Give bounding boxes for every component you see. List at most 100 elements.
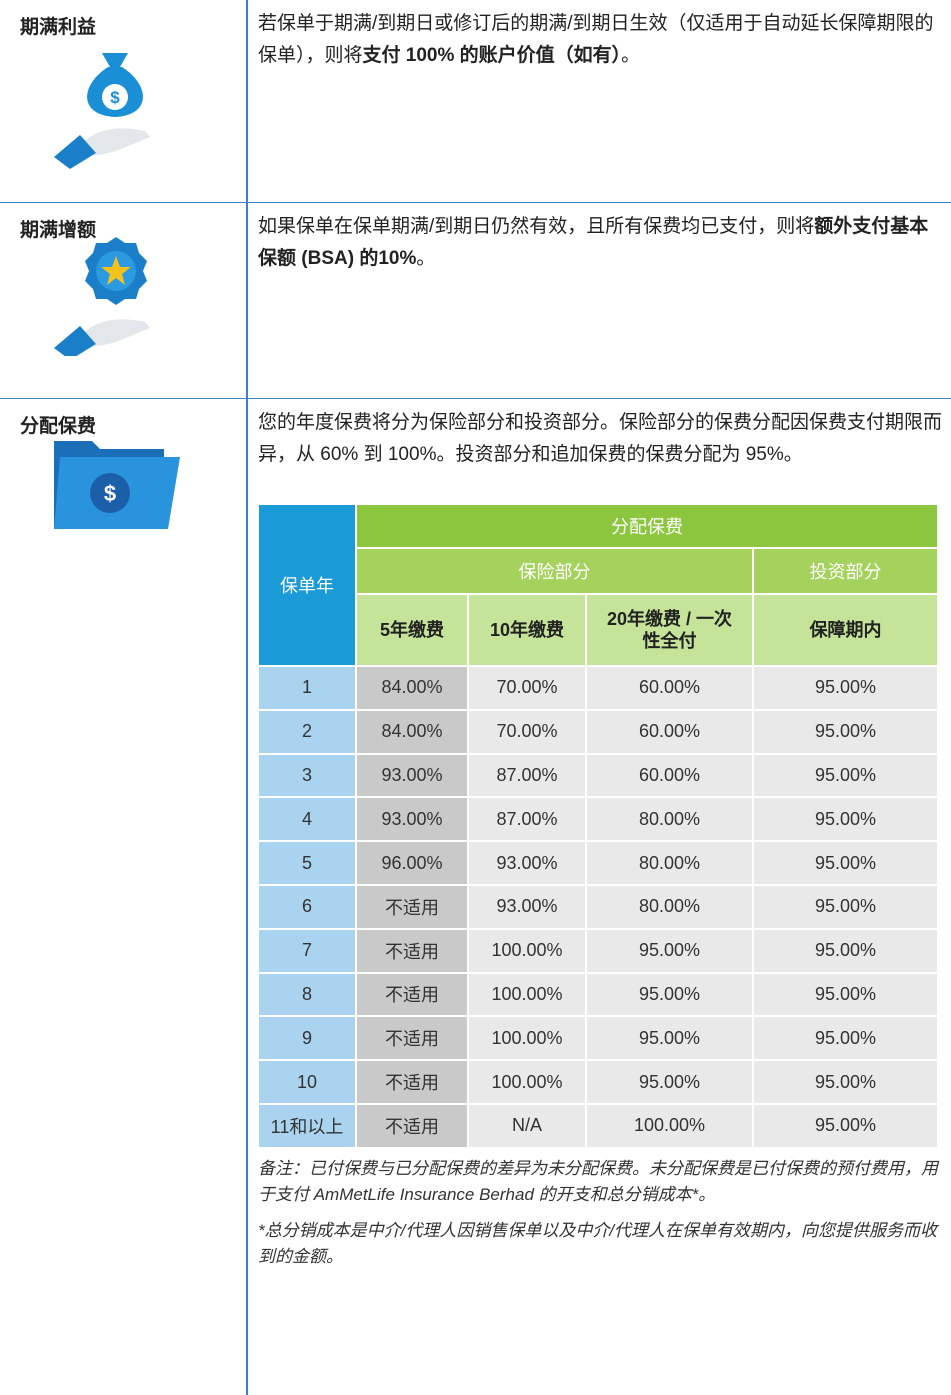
row: 期满利益 $ 若保单于期满/到期日或修订后的期满/到期日生效（仅适用于自动延长保… (0, 0, 951, 202)
header-cell: 5年缴费 (355, 593, 469, 667)
table-cell: 93.00% (467, 883, 587, 930)
table-cell: 100.00% (585, 1102, 754, 1149)
table-cell: 95.00% (752, 883, 939, 930)
header-cell: 20年缴费 / 一次性全付 (585, 593, 754, 667)
table-row: 6 不适用 93.00% 80.00% 95.00% (257, 883, 939, 930)
table-cell: 6 (257, 883, 357, 930)
table-cell: 93.00% (355, 752, 469, 799)
text-run: 如果保单在保单期满/到期日仍然有效，且所有保费均已支付，则将 (258, 216, 815, 237)
table-cell: 100.00% (467, 1059, 587, 1105)
table-cell: 不适用 (355, 883, 469, 930)
text-run: 。 (621, 45, 641, 66)
table-cell: 80.00% (585, 883, 754, 930)
table-cell: 95.00% (585, 927, 754, 974)
row-content: 如果保单在保单期满/到期日仍然有效，且所有保费均已支付，则将额外支付基本保额 (… (258, 211, 942, 275)
paragraph: 若保单于期满/到期日或修订后的期满/到期日生效（仅适用于自动延长保障期限的保单）… (258, 8, 942, 72)
table-cell: 60.00% (585, 708, 754, 755)
svg-text:$: $ (110, 88, 120, 107)
table-row: 9 不适用 100.00% 95.00% 95.00% (257, 1015, 939, 1062)
table-cell: 8 (257, 971, 357, 1018)
table-cell: 10 (257, 1059, 357, 1105)
table-cell: 95.00% (752, 796, 939, 843)
table-cell: 3 (257, 752, 357, 799)
table-cell: 95.00% (752, 1059, 939, 1105)
header-cell: 保障期内 (752, 593, 939, 667)
note: 备注：已付保费与已分配保费的差异为未分配保费。未分配保费是已付保费的预付费用，用… (258, 1159, 938, 1204)
table-cell: 不适用 (355, 1015, 469, 1062)
table-row: 3 93.00% 87.00% 60.00% 95.00% (257, 752, 939, 799)
table-cell: 4 (257, 796, 357, 843)
row-content: 您的年度保费将分为保险部分和投资部分。保险部分的保费分配因保费支付期限而异，从 … (258, 407, 942, 471)
table-cell: 93.00% (355, 796, 469, 843)
table-cell: 60.00% (585, 752, 754, 799)
svg-text:$: $ (104, 481, 116, 506)
premium-allocation-table: 保单年 分配保费 保险部分 投资部分 5年缴费 10年缴费 20年缴费 / 一次… (257, 503, 939, 1149)
table-cell: 80.00% (585, 796, 754, 843)
text-run: 若保单于期满/到期日或修订后的期满/到期日生效（仅适用于自动延长保障期限的保单）… (258, 13, 934, 66)
table-cell: 95.00% (752, 1102, 939, 1149)
paragraph: 您的年度保费将分为保险部分和投资部分。保险部分的保费分配因保费支付期限而异，从 … (258, 407, 942, 471)
table-cell: 70.00% (467, 665, 587, 711)
table-cell: 87.00% (467, 796, 587, 843)
text-run: 您的年度保费将分为保险部分和投资部分。保险部分的保费分配因保费支付期限而异，从 … (258, 412, 943, 465)
table-cell: 95.00% (585, 971, 754, 1018)
table-row: 7 不适用 100.00% 95.00% 95.00% (257, 927, 939, 974)
notes: 备注：已付保费与已分配保费的差异为未分配保费。未分配保费是已付保费的预付费用，用… (258, 1156, 942, 1280)
table-row: 8 不适用 100.00% 95.00% 95.00% (257, 971, 939, 1018)
header-cell: 投资部分 (752, 547, 939, 595)
table-cell: 95.00% (752, 971, 939, 1018)
table-cell: 100.00% (467, 927, 587, 974)
table-cell: 93.00% (467, 840, 587, 886)
table-cell: 95.00% (752, 665, 939, 711)
table-cell: 80.00% (585, 840, 754, 886)
table-cell: 84.00% (355, 665, 469, 711)
header-cell: 分配保费 (355, 503, 939, 549)
note: *总分销成本是中介/代理人因销售保单以及中介/代理人在保单有效期内，向您提供服务… (258, 1221, 938, 1266)
table-cell: 100.00% (467, 971, 587, 1018)
paragraph: 如果保单在保单期满/到期日仍然有效，且所有保费均已支付，则将额外支付基本保额 (… (258, 211, 942, 275)
table-cell: 9 (257, 1015, 357, 1062)
table-cell: 5 (257, 840, 357, 886)
table-cell: 84.00% (355, 708, 469, 755)
folder-icon: $ (54, 441, 180, 529)
table-cell: 7 (257, 927, 357, 974)
badge-icon (54, 237, 150, 356)
table-cell: 95.00% (752, 840, 939, 886)
table-cell: 1 (257, 665, 357, 711)
table-cell: 2 (257, 708, 357, 755)
table-row: 1 84.00% 70.00% 60.00% 95.00% (257, 665, 939, 711)
row: 期满增额 如果保单在保单期满/到期日仍然有效，且所有保费均已支付，则将额外支付基… (0, 202, 951, 398)
table-cell: 70.00% (467, 708, 587, 755)
text-run: 额外支付基本保额 (BSA) 的10% (258, 216, 929, 269)
column-divider (246, 0, 248, 1395)
table-cell: 87.00% (467, 752, 587, 799)
table-row: 2 84.00% 70.00% 60.00% 95.00% (257, 708, 939, 755)
row-content: 若保单于期满/到期日或修订后的期满/到期日生效（仅适用于自动延长保障期限的保单）… (258, 8, 942, 72)
table-cell: 不适用 (355, 1102, 469, 1149)
table-body: 1 84.00% 70.00% 60.00% 95.00% 2 84.00% 70.00% 60… (257, 665, 939, 1149)
table-cell: 60.00% (585, 665, 754, 711)
table-cell: 100.00% (467, 1015, 587, 1062)
table-row: 11和以上 不适用 N/A 100.00% 95.00% (257, 1102, 939, 1149)
table-cell: 不适用 (355, 927, 469, 974)
table-row: 10 不适用 100.00% 95.00% 95.00% (257, 1059, 939, 1105)
header-cell: 10年缴费 (467, 593, 587, 667)
table-cell: 96.00% (355, 840, 469, 886)
text-run: 支付 100% 的账户价值（如有） (362, 45, 622, 66)
header-cell: 保单年 (257, 503, 357, 667)
table-cell: 95.00% (585, 1015, 754, 1062)
table-cell: 11和以上 (257, 1102, 357, 1149)
table-cell: 95.00% (752, 752, 939, 799)
table-row: 5 96.00% 93.00% 80.00% 95.00% (257, 840, 939, 886)
text-run: 。 (416, 248, 436, 269)
row-label: 分配保费 (20, 416, 97, 437)
table-row: 4 93.00% 87.00% 80.00% 95.00% (257, 796, 939, 843)
table-cell: N/A (467, 1102, 587, 1149)
header-cell: 保险部分 (355, 547, 754, 595)
table-cell: 不适用 (355, 971, 469, 1018)
table-cell: 95.00% (752, 1015, 939, 1062)
table-cell: 95.00% (752, 927, 939, 974)
table-cell: 95.00% (752, 708, 939, 755)
money-bag-icon: $ (54, 53, 150, 169)
